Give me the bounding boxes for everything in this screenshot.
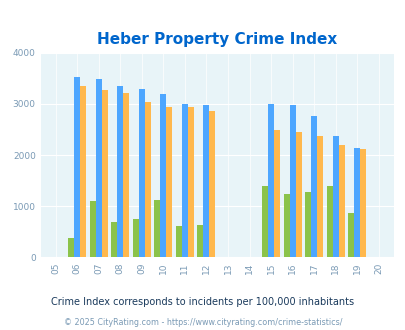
Bar (154, 200, 160, 257)
Bar (261, 186, 267, 257)
Bar (145, 102, 151, 257)
Bar (359, 149, 365, 257)
Bar (139, 89, 145, 257)
Bar (203, 105, 209, 257)
Text: © 2025 CityRating.com - https://www.cityrating.com/crime-statistics/: © 2025 CityRating.com - https://www.city… (64, 318, 341, 327)
Bar (80, 85, 86, 257)
Title: Heber Property Crime Index: Heber Property Crime Index (97, 32, 337, 48)
Bar (197, 225, 203, 257)
Bar (316, 136, 322, 257)
Bar (326, 186, 332, 257)
Bar (188, 107, 194, 257)
Bar (68, 238, 74, 257)
Bar (132, 219, 139, 257)
Bar (166, 107, 172, 257)
Bar (273, 130, 279, 257)
Bar (96, 79, 102, 257)
Bar (289, 106, 295, 257)
Bar (117, 85, 123, 257)
Bar (111, 222, 117, 257)
Bar (160, 94, 166, 257)
Bar (347, 213, 353, 257)
Bar (209, 111, 215, 257)
Bar (181, 105, 188, 257)
Bar (74, 77, 80, 257)
Bar (353, 148, 359, 257)
Bar (283, 194, 289, 257)
Bar (304, 192, 310, 257)
Bar (90, 201, 96, 257)
Bar (295, 132, 301, 257)
Bar (338, 146, 344, 257)
Text: Crime Index corresponds to incidents per 100,000 inhabitants: Crime Index corresponds to incidents per… (51, 297, 354, 307)
Bar (123, 93, 129, 257)
Bar (332, 136, 338, 257)
Bar (267, 105, 273, 257)
Bar (102, 90, 108, 257)
Bar (175, 226, 181, 257)
Bar (310, 116, 316, 257)
